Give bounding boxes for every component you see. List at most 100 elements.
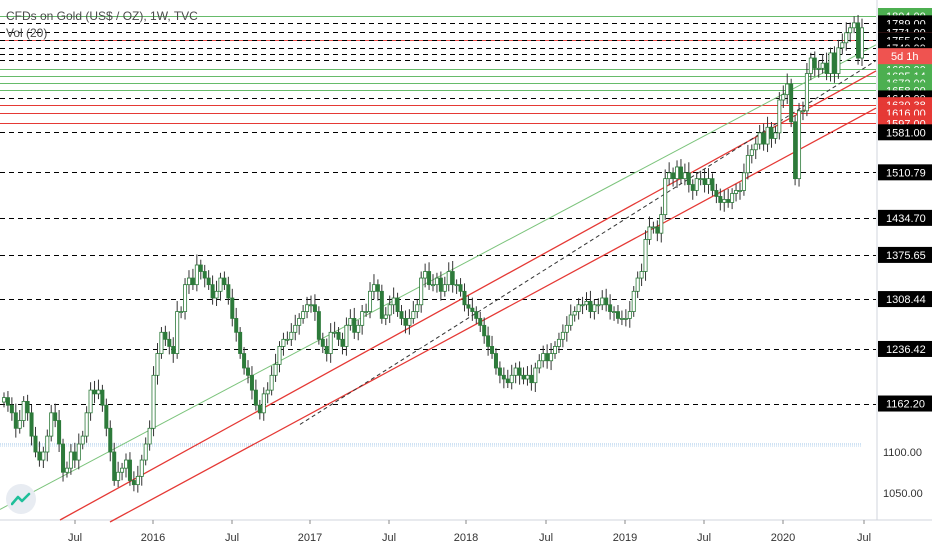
x-tick-label: 2018 <box>454 532 478 544</box>
candle-body <box>371 284 376 292</box>
candle-body <box>183 284 188 312</box>
candle-body <box>383 314 388 319</box>
candle-body <box>411 311 416 319</box>
candle-body <box>765 126 770 145</box>
candle-body <box>730 193 735 203</box>
y-tick-label: 1050.00 <box>883 488 923 500</box>
candle-body <box>281 338 286 347</box>
candle-body <box>753 143 758 151</box>
candle-body <box>580 304 585 307</box>
candle-body <box>623 318 628 320</box>
candle-body <box>619 318 624 320</box>
candle-body <box>112 451 117 481</box>
candle-body <box>671 172 676 180</box>
price-tag <box>878 124 932 141</box>
candle-body <box>246 367 251 376</box>
candle-body <box>797 110 802 180</box>
candle-body <box>490 346 495 354</box>
candle-body <box>497 367 502 376</box>
candle-body <box>186 277 191 286</box>
red-trendline-lower <box>109 107 877 523</box>
x-tick-label: Jul <box>225 532 239 544</box>
candle-body <box>265 389 270 395</box>
candle-body <box>793 121 798 180</box>
price-tag <box>878 246 932 263</box>
candle-body <box>407 318 412 326</box>
candle-body <box>706 178 711 185</box>
candle-body <box>49 412 54 437</box>
candle-body <box>230 297 235 319</box>
candle-body <box>143 443 148 461</box>
candle-body <box>726 199 731 203</box>
candle-body <box>576 304 581 312</box>
candle-body <box>17 420 22 429</box>
x-tick-label: 2016 <box>141 532 165 544</box>
candle-body <box>257 404 262 414</box>
candle-body <box>368 290 373 312</box>
price-tag-label: 1434.70 <box>886 213 926 225</box>
candle-body <box>458 284 463 292</box>
candle-body <box>509 374 514 384</box>
candle-body <box>64 467 69 473</box>
x-tick-label: Jul <box>857 532 871 544</box>
candle-body <box>387 304 392 316</box>
candle-body <box>277 346 282 365</box>
symbol-title[interactable]: CFDs on Gold (US$ / OZ), 1W, TVC <box>6 9 198 23</box>
candle-body <box>553 346 558 354</box>
candle-body <box>820 62 825 69</box>
candle-body <box>836 47 841 74</box>
candle-body <box>545 353 550 362</box>
candle-body <box>757 132 762 145</box>
candle-body <box>541 353 546 362</box>
candle-body <box>147 427 152 445</box>
countdown-tag <box>878 48 932 65</box>
candle-body <box>568 314 573 326</box>
countdown-label: 5d 1h <box>891 51 919 63</box>
candle-body <box>293 324 298 333</box>
candle-body <box>655 226 660 234</box>
candle-body <box>53 412 58 421</box>
candle-body <box>639 271 644 279</box>
candle-body <box>832 52 837 74</box>
candle-body <box>710 178 715 191</box>
candle-body <box>139 459 144 477</box>
candle-body <box>734 190 739 194</box>
candle-body <box>360 311 365 326</box>
candle-body <box>352 318 357 333</box>
candle-body <box>442 284 447 292</box>
candle-body <box>214 290 219 299</box>
candle-body <box>608 304 613 312</box>
candle-body <box>127 459 132 481</box>
tradingview-logo-icon[interactable] <box>6 484 36 514</box>
candle-body <box>860 27 865 59</box>
candle-body <box>379 290 384 319</box>
candle-body <box>72 451 77 461</box>
candle-body <box>600 297 605 306</box>
candle-body <box>403 318 408 326</box>
price-tag-label: 1375.65 <box>886 250 926 262</box>
candle-body <box>667 172 672 180</box>
candle-body <box>5 397 10 406</box>
candle-body <box>690 184 695 191</box>
x-tick-label: Jul <box>539 532 553 544</box>
candle-body <box>560 331 565 340</box>
candle-body <box>96 389 101 395</box>
candle-body <box>588 300 593 312</box>
candle-body <box>549 353 554 362</box>
volume-indicator-label[interactable]: Vol (20) <box>6 26 48 40</box>
candle-body <box>808 57 813 74</box>
candle-body <box>631 290 636 312</box>
candle-body <box>108 427 113 453</box>
x-tick-label: 2020 <box>771 532 795 544</box>
candle-body <box>45 435 50 453</box>
x-tick-label: 2019 <box>613 532 637 544</box>
price-tag <box>878 395 932 412</box>
candle-body <box>482 324 487 337</box>
candle-body <box>675 166 680 180</box>
green-trendline <box>0 44 877 510</box>
candle-body <box>238 331 243 354</box>
candle-body <box>253 389 258 406</box>
x-tick-label: Jul <box>68 532 82 544</box>
